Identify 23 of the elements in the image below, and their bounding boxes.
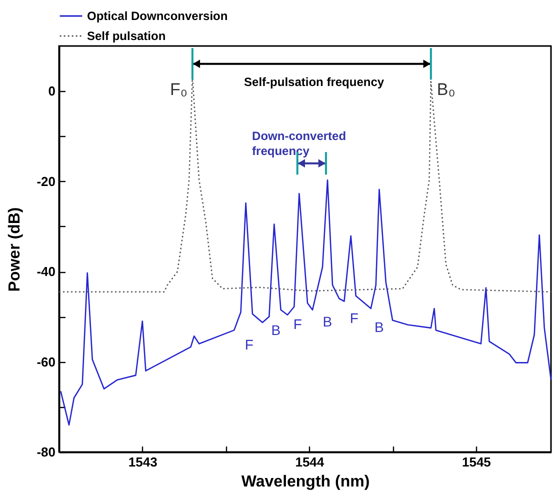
annotation: Self-pulsation frequency — [244, 75, 384, 90]
y-axis-title: Power (dB) — [6, 207, 24, 292]
annotation: B — [271, 322, 281, 338]
annotation: F — [293, 316, 302, 332]
y-tick-label: -60 — [36, 354, 56, 370]
x-tick-label: 1545 — [462, 454, 491, 470]
annotation: F — [244, 336, 254, 353]
legend-label: Self pulsation — [87, 29, 166, 43]
y-tick-label: 0 — [48, 84, 56, 99]
annotation: B₀ — [436, 80, 456, 100]
annotation: B — [322, 313, 332, 330]
x-tick-label: 1543 — [128, 454, 158, 470]
y-tick-label: -40 — [36, 264, 56, 280]
annotation: B — [374, 318, 384, 335]
y-tick-label: -20 — [36, 174, 56, 189]
line-series — [60, 179, 552, 426]
annotation: F₀ — [170, 80, 188, 100]
x-tick-label: 1544 — [295, 454, 325, 470]
x-axis-title: Wavelength (nm) — [241, 474, 370, 490]
annotation: F — [350, 310, 358, 326]
annotation: Down-converted frequency — [252, 129, 346, 158]
legend-label: Optical Downconversion — [87, 9, 228, 23]
y-tick-label: -80 — [36, 444, 56, 460]
